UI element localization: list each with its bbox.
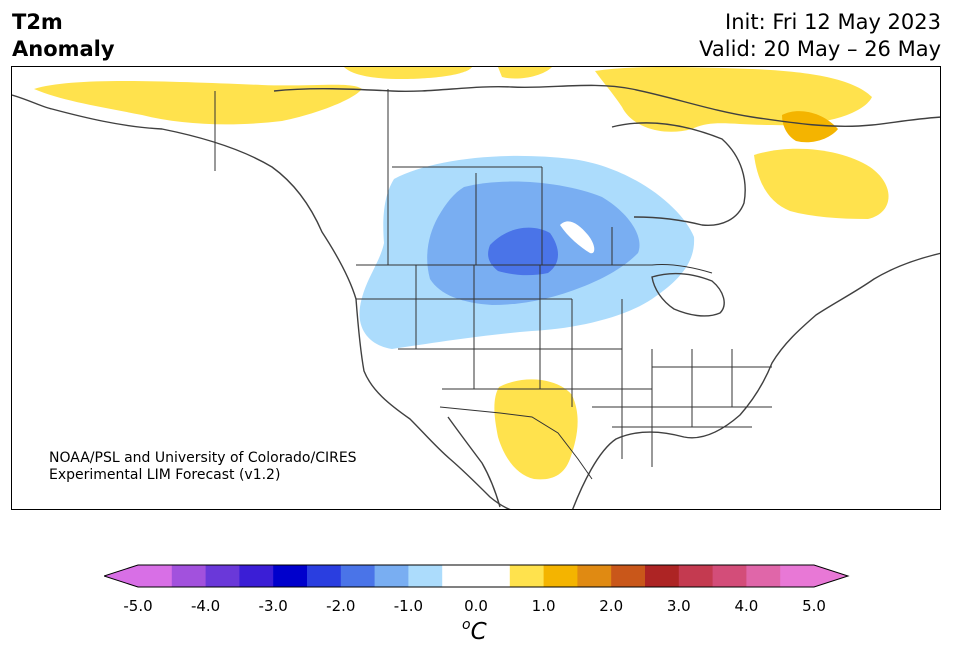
colorbar-outline xyxy=(104,564,850,588)
warm-area-alaska-yukon xyxy=(34,81,362,125)
colorbar-cell xyxy=(712,565,747,587)
colorbar-cell xyxy=(611,565,646,587)
colorbar-cell xyxy=(476,565,511,587)
colorbar-cell xyxy=(205,565,240,587)
cool-anomaly-areas xyxy=(359,155,695,349)
colorbar-tick-label: 3.0 xyxy=(666,597,691,615)
colorbar-under-extension xyxy=(104,565,138,587)
coastlines xyxy=(12,84,940,509)
border-us-canada xyxy=(356,264,713,274)
warm-area-southwest xyxy=(494,379,578,480)
colorbar-cell xyxy=(577,565,612,587)
colorbar-cell xyxy=(442,565,477,587)
colorbar-cell xyxy=(678,565,714,587)
unit-letter: C xyxy=(470,619,487,645)
colorbar-cell xyxy=(307,565,342,587)
colorbar-tick-label: 1.0 xyxy=(531,597,556,615)
colorbar-tick-label: 0.0 xyxy=(464,597,488,615)
political-borders xyxy=(214,89,772,480)
warm-area-quebec-labrador xyxy=(754,148,889,219)
colorbar-tick-label: -3.0 xyxy=(258,597,288,615)
colorbar-tick-label: -4.0 xyxy=(190,597,221,615)
coast-gulf-atlantic xyxy=(572,252,940,509)
colorbar-tick-label: 5.0 xyxy=(802,597,826,615)
colorbar-cell xyxy=(746,565,781,587)
init-date: Init: Fri 12 May 2023 xyxy=(725,10,941,34)
title-line-2: Anomaly xyxy=(12,37,115,61)
colorbar-over-extension xyxy=(814,565,848,587)
cool-area-core xyxy=(488,227,558,276)
coast-baja xyxy=(447,416,501,508)
valid-date: Valid: 20 May – 26 May xyxy=(699,37,941,61)
lake-winnipeg xyxy=(560,221,595,254)
colorbar-tick-label: 2.0 xyxy=(599,597,624,615)
border-us-mexico xyxy=(439,406,593,480)
colorbar-cell xyxy=(138,565,173,587)
colorbar-cell xyxy=(645,565,680,587)
coast-pacific xyxy=(12,94,511,509)
border-canadian-provinces xyxy=(387,89,613,265)
warm-anomaly-areas xyxy=(34,67,889,480)
coast-great-lakes xyxy=(651,272,725,317)
colorbar-cell xyxy=(509,565,545,587)
title-line-1: T2m xyxy=(12,10,63,34)
border-us-states-east xyxy=(592,299,772,467)
colorbar-cell xyxy=(171,565,207,587)
forecast-dates: Init: Fri 12 May 2023 Valid: 20 May – 26… xyxy=(699,9,941,63)
border-us-states-west xyxy=(356,265,652,407)
credit-line-1: NOAA/PSL and University of Colorado/CIRE… xyxy=(49,450,357,466)
credit-line-2: Experimental LIM Forecast (v1.2) xyxy=(49,467,281,483)
warm-area-arctic-north xyxy=(344,67,472,79)
warm-area-arctic-islands xyxy=(498,67,552,79)
colorbar-tick-label: -2.0 xyxy=(326,597,356,615)
coast-arctic xyxy=(273,84,940,127)
colorbar-cell xyxy=(239,565,274,587)
colorbar-tick-labels: -5.0 -4.0 -3.0 -2.0 -1.0 0.0 1.0 2.0 3.0 4.0 5.0 xyxy=(0,597,953,617)
colorbar-cell xyxy=(780,565,815,587)
colorbar-unit-label: oC xyxy=(462,617,487,645)
colorbar-cell xyxy=(273,565,308,587)
colorbar-tick-label: 4.0 xyxy=(734,597,759,615)
warm-area-baffin-core xyxy=(782,111,838,143)
colorbar-cell xyxy=(340,565,376,587)
anomaly-map xyxy=(12,67,940,509)
colorbar-cell xyxy=(408,565,443,587)
colorbar-cell xyxy=(374,565,409,587)
colorbar-cells xyxy=(138,565,815,587)
coast-hudson-bay xyxy=(611,122,746,226)
colorbar-cell xyxy=(543,565,578,587)
map-panel xyxy=(11,66,941,510)
colorbar-tick-label: -1.0 xyxy=(393,597,424,615)
credit-text: NOAA/PSL and University of Colorado/CIRE… xyxy=(49,450,357,484)
degree-symbol: o xyxy=(462,617,471,633)
plot-title: T2m Anomaly xyxy=(12,9,115,63)
colorbar xyxy=(104,564,850,588)
colorbar-tick-label: -5.0 xyxy=(123,597,153,615)
